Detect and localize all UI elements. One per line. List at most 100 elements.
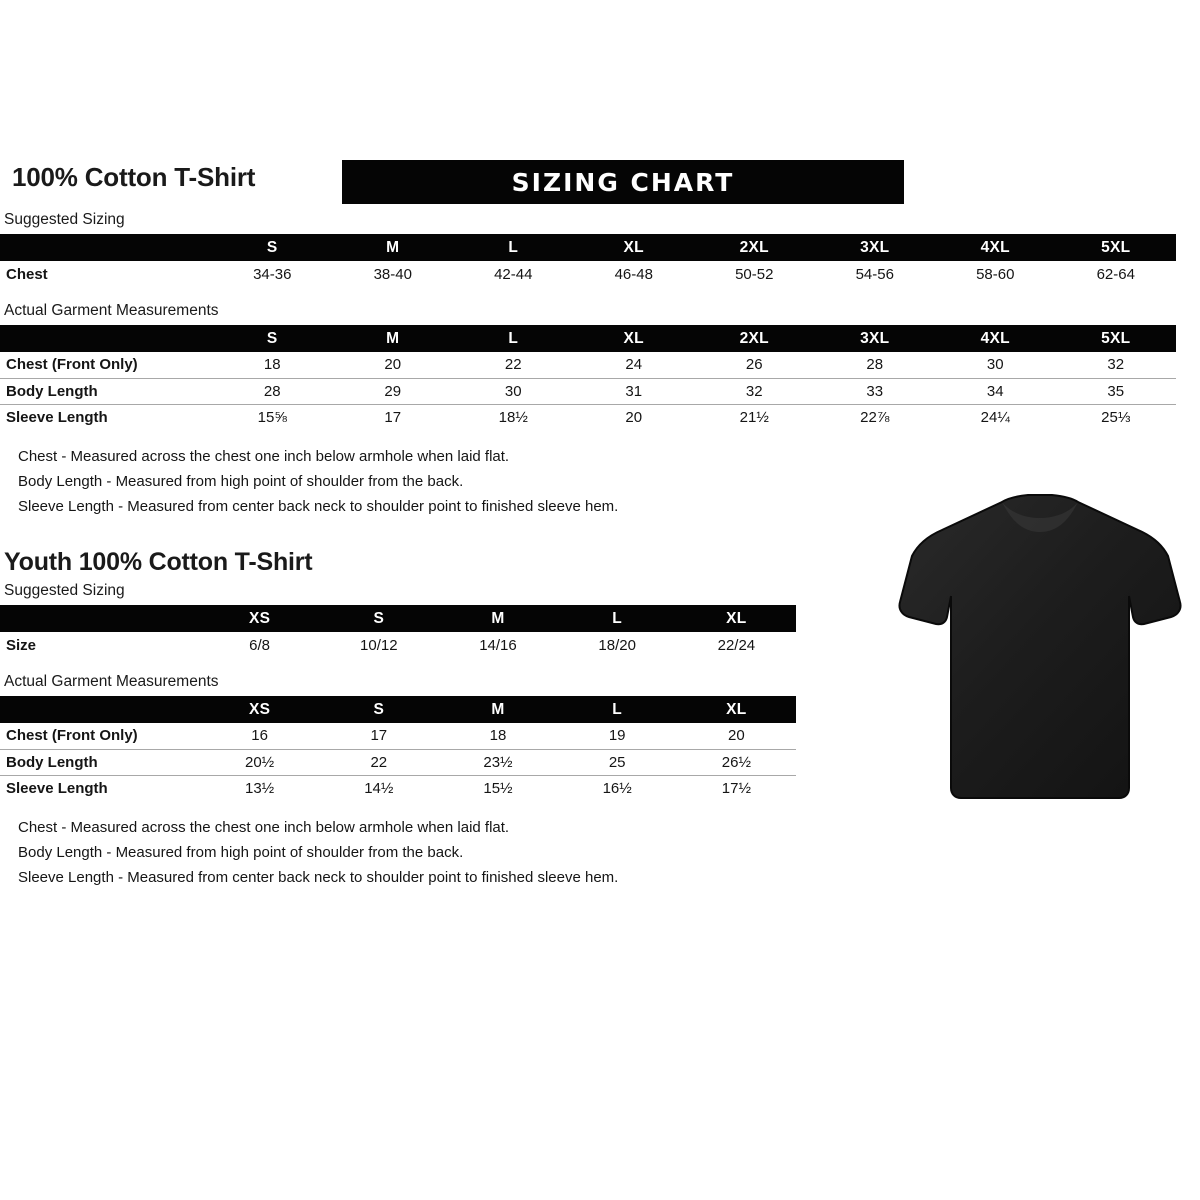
- adult-suggested-sizing-label: Suggested Sizing: [4, 211, 125, 228]
- table-row: Chest (Front Only) 18 20 22 24 26 28 30 32: [0, 352, 1176, 378]
- table-header-row: S M L XL 2XL 3XL 4XL 5XL: [0, 234, 1176, 261]
- table-row: Chest 34-36 38-40 42-44 46-48 50-52 54-56 58-60…: [0, 261, 1176, 287]
- table-row: Body Length 28 29 30 31 32 33 34 35: [0, 377, 1176, 404]
- table-cell: 38-40: [373, 265, 412, 283]
- table-cell: 30: [453, 377, 574, 404]
- sizing-chart-banner-label: SIZING CHART: [511, 167, 735, 197]
- table-cell: 20½: [200, 748, 320, 775]
- table-cell: 42-44: [494, 265, 533, 283]
- table-row: Chest (Front Only) 16 17 18 19 20: [0, 723, 796, 749]
- table-body: Chest (Front Only) 18 20 22 24 26 28 30 32 Body L…: [0, 352, 1176, 430]
- table-header: XS S M L XL: [0, 605, 796, 632]
- tshirt-icon: [898, 494, 1182, 799]
- column-header-l: L: [612, 609, 623, 627]
- column-header-2xl: 2XL: [739, 238, 769, 256]
- row-label: Body Length: [0, 377, 212, 404]
- table-cell: 24: [625, 356, 643, 374]
- table-cell: 14/16: [479, 636, 517, 654]
- youth-title: Youth 100% Cotton T-Shirt: [4, 548, 313, 576]
- column-header-s: S: [266, 238, 278, 256]
- table-cell: 15½: [438, 774, 558, 801]
- row-label: Sleeve Length: [0, 774, 201, 801]
- table-cell: 17: [370, 727, 388, 745]
- row-label: Chest: [6, 265, 48, 283]
- table-cell: 22: [504, 356, 522, 374]
- column-header-xl: XL: [623, 238, 644, 256]
- column-header-l: L: [508, 329, 519, 347]
- table-cell: 25⅓: [1055, 403, 1176, 430]
- table-row: Sleeve Length 13½ 14½ 15½ 16½ 17½: [0, 774, 796, 801]
- table-cell: 28: [866, 356, 884, 374]
- table-cell: 54-56: [855, 265, 894, 283]
- table-cell: 17: [332, 403, 453, 430]
- table-cell: 22⅞: [814, 403, 935, 430]
- row-label: Body Length: [0, 748, 201, 775]
- spacer: [0, 287, 1180, 301]
- table-row: Body Length 20½ 22 23½ 25 26½: [0, 748, 796, 775]
- column-header-xs: XS: [248, 700, 271, 718]
- table-body: Chest (Front Only) 16 17 18 19 20 Body Length 2…: [0, 723, 796, 801]
- table-cell: 30: [986, 356, 1004, 374]
- table-cell: 21½: [694, 403, 815, 430]
- table-cell: 18/20: [598, 636, 636, 654]
- column-header-3xl: 3XL: [860, 238, 890, 256]
- row-label: Chest (Front Only): [6, 356, 138, 374]
- youth-actual-measurements-label: Actual Garment Measurements: [4, 673, 219, 690]
- table-cell: 32: [1107, 356, 1125, 374]
- youth-actual-measurements-table: XS S M L XL Chest (Front Only) 16 17 18 19 20 Body…: [0, 696, 796, 801]
- table-cell: 32: [694, 377, 815, 404]
- measurement-note: Chest - Measured across the chest one in…: [18, 448, 510, 465]
- table-cell: 50-52: [735, 265, 774, 283]
- tshirt-product-image: [890, 472, 1190, 808]
- column-header-label: [0, 234, 212, 261]
- adult-actual-measurements-table: S M L XL 2XL 3XL 4XL 5XL Chest (Front Only) 18 20…: [0, 325, 1176, 430]
- table-cell: 14½: [319, 774, 439, 801]
- column-header-l: L: [612, 700, 623, 718]
- column-header-4xl: 4XL: [980, 238, 1010, 256]
- measurement-note: Sleeve Length - Measured from center bac…: [18, 498, 619, 515]
- table-cell: 15⅝: [212, 403, 333, 430]
- spacer: [0, 658, 820, 672]
- table-cell: 35: [1055, 377, 1176, 404]
- column-header-s: S: [373, 700, 385, 718]
- table-cell: 31: [573, 377, 694, 404]
- row-label: Size: [6, 636, 37, 654]
- column-header-label: [0, 605, 200, 632]
- table-cell: 16½: [557, 774, 677, 801]
- table-header-row: XS S M L XL: [0, 696, 796, 723]
- table-cell: 28: [212, 377, 333, 404]
- table-cell: 18½: [453, 403, 574, 430]
- table-cell: 34-36: [253, 265, 292, 283]
- table-cell: 58-60: [976, 265, 1015, 283]
- measurement-note: Sleeve Length - Measured from center bac…: [18, 869, 619, 886]
- column-header-m: M: [386, 329, 400, 347]
- measurement-note: Body Length - Measured from high point o…: [18, 473, 464, 490]
- table-cell: 23½: [438, 748, 558, 775]
- measurement-note: Body Length - Measured from high point o…: [18, 844, 464, 861]
- column-header-xs: XS: [248, 609, 271, 627]
- table-cell: 20: [384, 356, 402, 374]
- adult-suggested-sizing-table: S M L XL 2XL 3XL 4XL 5XL Chest 34-36 38-40 42-44 46…: [0, 234, 1176, 287]
- column-header-xl: XL: [726, 609, 747, 627]
- table-cell: 33: [814, 377, 935, 404]
- table-cell: 17½: [676, 774, 796, 801]
- column-header-m: M: [491, 609, 505, 627]
- column-header-xl: XL: [623, 329, 644, 347]
- youth-section: Youth 100% Cotton T-Shirt Suggested Sizi…: [0, 548, 820, 890]
- table-header-row: S M L XL 2XL 3XL 4XL 5XL: [0, 325, 1176, 352]
- youth-suggested-sizing-label: Suggested Sizing: [4, 582, 125, 599]
- table-cell: 16: [251, 727, 268, 745]
- table-header: S M L XL 2XL 3XL 4XL 5XL: [0, 325, 1176, 352]
- youth-suggested-sizing-table: XS S M L XL Size 6/8 10/12 14/16 18/20 22/24: [0, 605, 796, 658]
- row-label: Sleeve Length: [0, 403, 212, 430]
- column-header-s: S: [266, 329, 278, 347]
- table-cell: 62-64: [1096, 265, 1135, 283]
- table-cell: 34: [935, 377, 1056, 404]
- table-cell: 18: [263, 356, 281, 374]
- adult-measurement-notes: Chest - Measured across the chest one in…: [0, 444, 1180, 519]
- column-header-label: [0, 696, 200, 723]
- adult-title-row: 100% Cotton T-Shirt SIZING CHART: [0, 160, 1180, 210]
- table-cell: 24¼: [935, 403, 1056, 430]
- table-cell: 26: [745, 356, 763, 374]
